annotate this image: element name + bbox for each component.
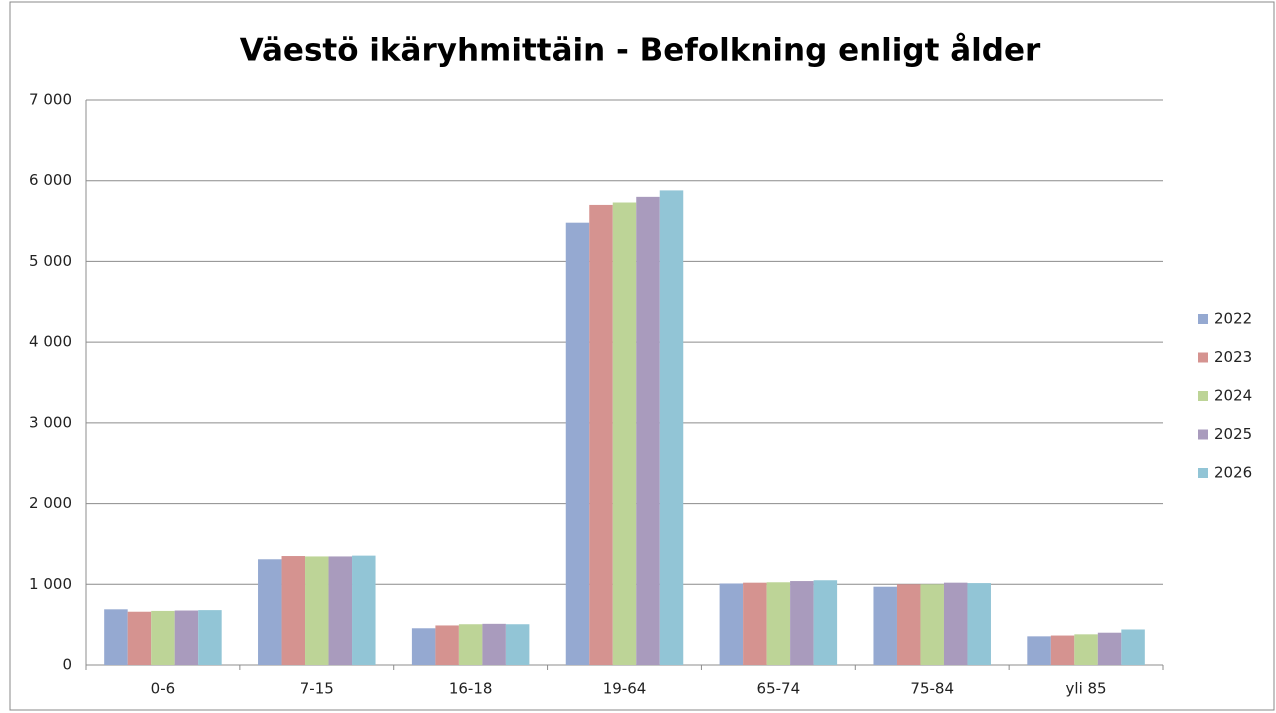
y-tick-label: 5 000 — [29, 252, 72, 270]
bar — [411, 628, 436, 665]
bar — [1121, 629, 1145, 665]
y-tick-label: 0 — [62, 656, 72, 674]
legend-label: 2026 — [1214, 464, 1252, 482]
bar — [719, 583, 744, 665]
bar — [1074, 634, 1098, 665]
bar — [458, 624, 483, 665]
legend-label: 2023 — [1214, 348, 1252, 366]
legend-swatch — [1198, 468, 1208, 478]
bar — [920, 584, 944, 665]
legend-swatch — [1198, 429, 1208, 440]
bar — [305, 556, 329, 665]
x-tick-label: 0-6 — [151, 680, 176, 698]
bar — [943, 582, 968, 665]
bar — [659, 190, 684, 665]
bar — [612, 202, 637, 665]
bar — [104, 609, 128, 665]
x-tick-label: 75-84 — [910, 680, 954, 698]
bar — [1050, 635, 1075, 665]
bar — [1027, 636, 1051, 665]
bar — [151, 610, 175, 665]
bar — [873, 586, 897, 665]
bar — [766, 582, 791, 665]
y-tick-label: 1 000 — [29, 575, 72, 593]
chart-title: Väestö ikäryhmittäin - Befolkning enligt… — [240, 33, 1041, 69]
legend-swatch — [1198, 352, 1208, 363]
x-tick-label: 65-74 — [757, 680, 801, 698]
bar — [174, 610, 199, 665]
bar — [967, 583, 991, 665]
x-tick-label: 7-15 — [300, 680, 334, 698]
bar — [505, 624, 530, 665]
y-tick-label: 2 000 — [29, 494, 72, 512]
legend-label: 2022 — [1214, 310, 1252, 328]
bar — [1097, 632, 1122, 665]
x-tick-label: yli 85 — [1066, 680, 1107, 698]
y-tick-label: 3 000 — [29, 413, 72, 431]
bar — [790, 581, 814, 665]
bar — [565, 222, 590, 665]
bar — [328, 556, 353, 665]
y-tick-label: 6 000 — [29, 171, 72, 189]
bar — [589, 204, 613, 665]
bar — [198, 610, 222, 665]
bar — [482, 623, 506, 665]
legend-swatch — [1198, 391, 1208, 401]
bar — [896, 584, 921, 665]
bar — [636, 196, 660, 665]
bar — [258, 559, 282, 665]
y-tick-label: 7 000 — [29, 91, 72, 109]
bar — [435, 625, 459, 665]
x-tick-label: 16-18 — [449, 680, 493, 698]
bar — [127, 611, 152, 665]
legend-label: 2025 — [1214, 425, 1252, 443]
bar — [813, 580, 838, 665]
bar — [743, 582, 767, 665]
y-tick-label: 4 000 — [29, 333, 72, 351]
bar — [352, 555, 376, 665]
legend-swatch — [1198, 314, 1208, 324]
x-tick-label: 19-64 — [603, 680, 647, 698]
bar — [281, 556, 306, 665]
legend-label: 2024 — [1214, 387, 1252, 405]
